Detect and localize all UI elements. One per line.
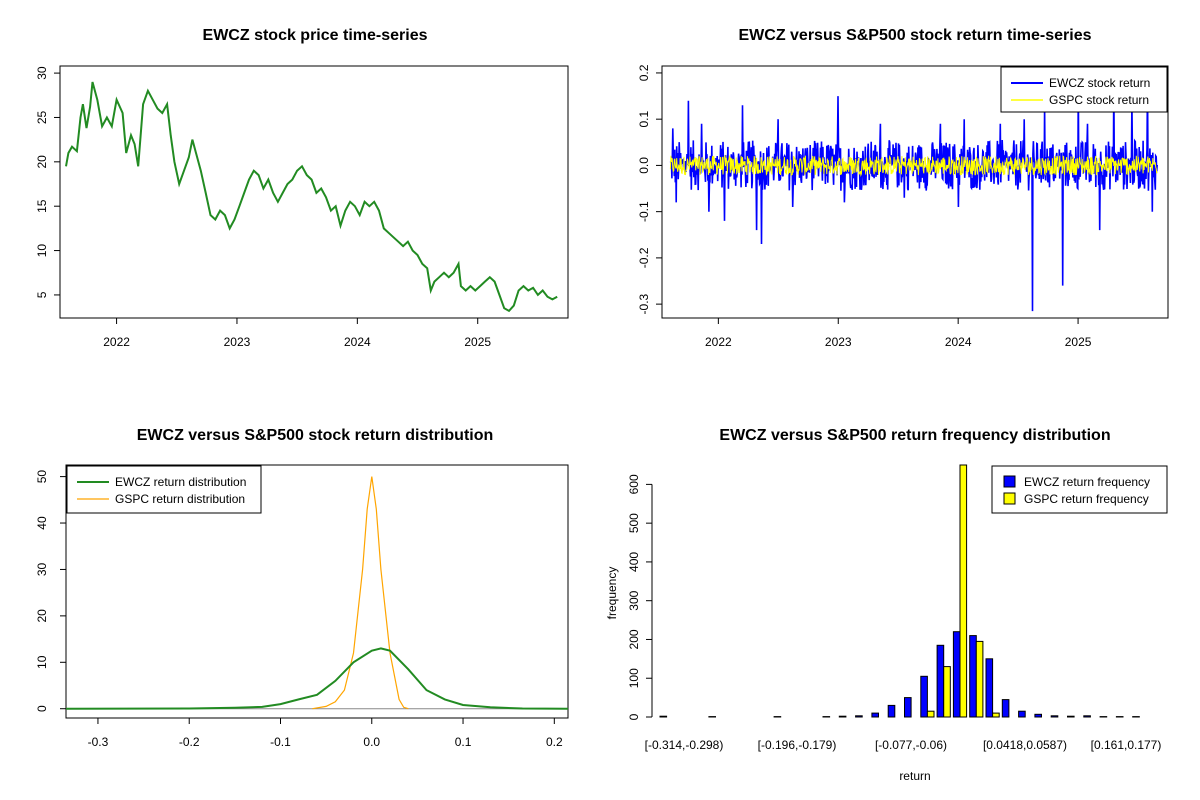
- plot-frame-returns: [661, 65, 1169, 319]
- x-tick-label-density: -0.2: [179, 735, 200, 749]
- y-tick-label-price: 10: [35, 244, 49, 258]
- gspc-return-line: [669, 154, 1158, 178]
- legend-label-ewcz-return: EWCZ stock return: [1049, 76, 1150, 90]
- ewcz-frequency-bar: [985, 658, 994, 718]
- ewcz-return-line: [669, 77, 1158, 312]
- x-tick-label-histogram: [0.161,0.177): [1091, 738, 1162, 752]
- ewcz-frequency-bar: [936, 644, 945, 718]
- x-tick-label-returns: 2024: [945, 335, 972, 349]
- x-tick-label-price: 2024: [344, 335, 371, 349]
- x-tick-label-histogram: [-0.196,-0.179): [758, 738, 837, 752]
- y-tick-label-histogram: 0: [627, 713, 641, 720]
- x-tick-label-density: 0.0: [363, 735, 380, 749]
- y-tick-label-returns: 0.1: [637, 111, 651, 128]
- y-tick-label-density: 30: [35, 562, 49, 576]
- y-tick-label-returns: -0.3: [637, 293, 651, 314]
- ewcz-density-line: [65, 647, 569, 710]
- x-tick-label-price: 2022: [103, 335, 130, 349]
- ewcz-frequency-bar: [659, 715, 668, 718]
- ewcz-frequency-bar: [920, 675, 928, 718]
- chart-title-density: EWCZ versus S&P500 stock return distribu…: [137, 427, 494, 444]
- y-tick-label-returns: -0.1: [637, 201, 651, 222]
- x-tick-label-density: 0.2: [546, 735, 563, 749]
- y-tick-label-price: 20: [35, 155, 49, 169]
- gspc-density-line: [312, 476, 409, 710]
- ewcz-frequency-bar: [1001, 699, 1010, 718]
- y-tick-label-returns: 0.2: [637, 64, 651, 81]
- gspc-frequency-bar: [992, 712, 1000, 718]
- y-tick-label-price: 30: [35, 66, 49, 80]
- ewcz-frequency-bar: [871, 712, 880, 718]
- x-tick-label-returns: 2022: [705, 335, 732, 349]
- legend-label-gspc-return: GSPC stock return: [1049, 93, 1149, 107]
- x-tick-label-price: 2025: [464, 335, 491, 349]
- x-tick-label-returns: 2025: [1065, 335, 1092, 349]
- x-tick-label-histogram: [-0.077,-0.06): [875, 738, 947, 752]
- ewcz-frequency-bar: [855, 715, 863, 718]
- ewcz-frequency-bar: [1067, 715, 1075, 718]
- y-tick-label-price: 25: [35, 110, 49, 124]
- legend-swatch-ewcz-frequency: [1003, 475, 1016, 488]
- ewcz-frequency-bar: [838, 715, 847, 718]
- chart-title-returns: EWCZ versus S&P500 stock return time-ser…: [738, 27, 1091, 44]
- ewcz-frequency-bar: [1018, 710, 1026, 718]
- gspc-frequency-bar: [926, 710, 935, 718]
- plot-frame-price: [59, 65, 569, 319]
- ewcz-frequency-bar: [969, 635, 977, 718]
- y-tick-label-density: 0: [35, 705, 49, 712]
- legend-label-gspc-density: GSPC return distribution: [115, 492, 245, 506]
- y-tick-label-histogram: 500: [627, 513, 641, 533]
- x-tick-label-returns: 2023: [825, 335, 852, 349]
- y-tick-label-density: 10: [35, 655, 49, 669]
- gspc-frequency-bar: [975, 640, 984, 718]
- ewcz-frequency-bar: [1050, 715, 1059, 718]
- ewcz-frequency-bar: [1034, 713, 1043, 718]
- legend-swatch-gspc-frequency: [1003, 492, 1016, 505]
- ewcz-frequency-bar: [904, 697, 912, 718]
- legend-label-gspc-frequency: GSPC return frequency: [1024, 492, 1149, 506]
- y-tick-label-returns: -0.2: [637, 247, 651, 268]
- x-tick-label-density: 0.1: [455, 735, 472, 749]
- y-tick-label-histogram: 300: [627, 590, 641, 610]
- gspc-frequency-bar: [959, 464, 968, 718]
- y-tick-label-density: 40: [35, 516, 49, 530]
- gspc-frequency-bar: [943, 666, 951, 718]
- y-tick-label-density: 20: [35, 609, 49, 623]
- y-tick-label-price: 15: [35, 199, 49, 213]
- y-tick-label-histogram: 600: [627, 474, 641, 494]
- chart-title-price: EWCZ stock price time-series: [203, 27, 428, 44]
- x-tick-label-histogram: [0.0418,0.0587): [983, 738, 1067, 752]
- legend-label-ewcz-frequency: EWCZ return frequency: [1024, 475, 1150, 489]
- chart-title-histogram: EWCZ versus S&P500 return frequency dist…: [719, 427, 1110, 444]
- x-axis-label-histogram: return: [899, 769, 930, 783]
- y-axis-label-histogram: frequency: [605, 567, 619, 620]
- ewcz-frequency-bar: [887, 704, 896, 718]
- x-tick-label-density: -0.1: [270, 735, 291, 749]
- ewcz-frequency-bar: [1083, 715, 1091, 718]
- legend-returns: [1000, 66, 1168, 113]
- y-tick-label-histogram: 100: [627, 668, 641, 688]
- plot-frame-density: [65, 464, 569, 719]
- x-tick-label-density: -0.3: [88, 735, 109, 749]
- legend-histogram: [991, 465, 1168, 514]
- legend-density: [66, 465, 262, 514]
- ewcz-frequency-bar: [952, 631, 961, 718]
- x-tick-label-histogram: [-0.314,-0.298): [645, 738, 724, 752]
- y-tick-label-density: 50: [35, 470, 49, 484]
- price-line: [65, 81, 558, 313]
- x-tick-label-price: 2023: [224, 335, 251, 349]
- y-tick-label-returns: 0.0: [637, 157, 651, 174]
- y-tick-label-histogram: 400: [627, 552, 641, 572]
- y-tick-label-histogram: 200: [627, 629, 641, 649]
- y-tick-label-price: 5: [35, 291, 49, 298]
- legend-label-ewcz-density: EWCZ return distribution: [115, 475, 246, 489]
